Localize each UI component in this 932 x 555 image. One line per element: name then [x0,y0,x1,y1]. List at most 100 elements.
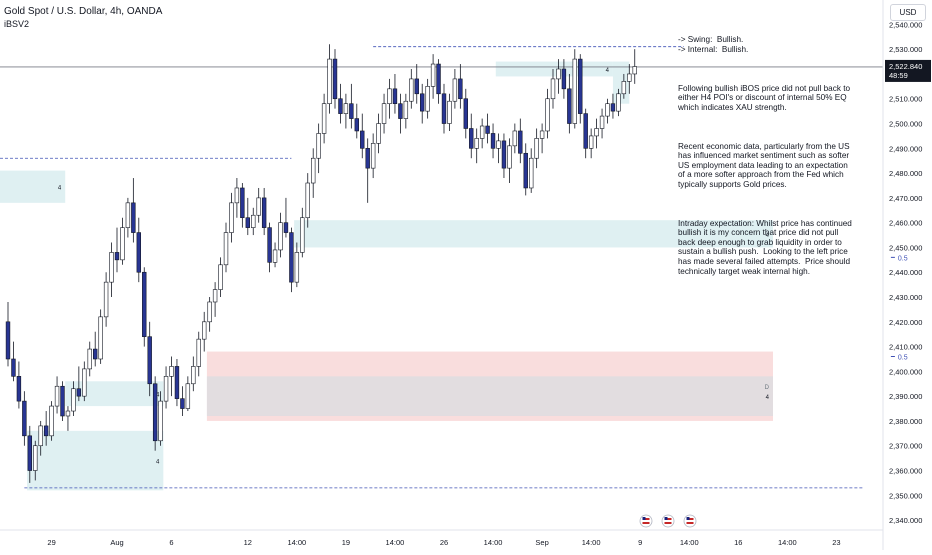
indicator-label[interactable]: iBSV2 [4,19,30,29]
fib-level-label: 0.5 [898,255,908,262]
candle-body [240,187,245,219]
y-tick-label: 2,440.000 [889,268,922,277]
note-bias: -> Swing: Bullish. -> Internal: Bullish. [678,35,749,54]
demand-zone [0,170,66,203]
x-tick-label: 19 [342,538,350,547]
flag-stripe-red [664,522,672,524]
flag-canton [686,517,690,520]
economic-event-flag-icon[interactable] [661,514,675,528]
candle-body [251,214,256,228]
candle-body [343,103,349,114]
candle-body [109,252,114,283]
candle-body [539,130,545,139]
x-tick-label: 12 [244,538,252,547]
zone-label: 4 [606,68,610,74]
y-tick-label: 2,390.000 [889,392,922,401]
candle-body [419,93,425,112]
x-tick-label: 9 [638,538,642,547]
zone-label: D [765,385,770,391]
candle-body [136,232,141,273]
candle-body [82,368,87,397]
candle-body [76,388,82,397]
candle-body [120,227,125,261]
candle-body [507,145,512,169]
candle-body [38,425,43,447]
y-tick-label: 2,350.000 [889,491,922,500]
candle-body [22,400,27,437]
flag-canton [664,517,668,520]
candle-body [180,398,185,409]
candle-body [338,98,343,114]
zone-label: 4 [156,393,160,399]
x-tick-label: 14:00 [582,538,601,547]
candle-body [278,222,283,251]
candle-body [234,187,240,204]
candle-body [474,138,479,149]
x-tick-label: 14:00 [778,538,797,547]
candle-body [485,125,490,134]
y-tick-label: 2,430.000 [889,293,922,302]
candle-body [632,66,637,75]
candle-body [174,366,180,399]
candle-body [310,157,316,184]
x-tick-label: 29 [47,538,55,547]
candle-body [169,366,174,377]
x-tick-label: 14:00 [680,538,699,547]
candle-body [207,301,212,323]
candles-layer [5,44,637,483]
flag-stripe-red [664,518,672,520]
y-tick-label: 2,490.000 [889,144,922,153]
note-strength: Following bullish iBOS price did not pul… [678,83,853,112]
candle-body [469,128,474,149]
candle-body [349,103,354,119]
zone-label: 4 [766,233,770,239]
flag-stripe-red [642,518,650,520]
x-tick-label: 16 [734,538,742,547]
y-tick-label: 2,410.000 [889,343,922,352]
x-tick-label: 14:00 [484,538,503,547]
candle-body [54,385,60,407]
candle-body [463,98,468,129]
candle-body [365,148,370,169]
demand-zone [65,381,164,407]
zone-label: 4 [766,395,770,401]
x-tick-label: 23 [832,538,840,547]
candle-body [392,88,398,105]
candle-body [43,425,49,437]
candle-body [229,202,234,233]
demand-zone [495,61,613,77]
zone-label: 4 [58,186,62,192]
candle-body [501,140,507,169]
chart-title: Gold Spot / U.S. Dollar, 4h, OANDA [4,6,163,17]
y-tick-label: 2,360.000 [889,467,922,476]
candle-body [125,202,131,228]
candle-body [11,358,16,377]
candle-body [305,182,310,219]
candle-body [294,252,300,283]
economic-event-flag-icon[interactable] [683,514,697,528]
candle-body [452,78,458,102]
note-fundamentals: Recent economic data, particularly from … [678,141,852,189]
economic-event-flag-icon[interactable] [639,514,653,528]
candle-body [142,271,147,337]
currency-button[interactable]: USD [890,4,926,21]
candle-body [528,157,534,189]
candle-body [534,138,539,159]
candle-body [556,68,561,80]
flag-circle [661,514,675,528]
zone-label: 4 [156,460,160,466]
candle-body [627,73,632,82]
candle-body [191,366,196,385]
candle-body [496,140,501,149]
supply-zone [206,351,774,421]
x-tick-label: Aug [110,538,123,547]
candle-body [545,98,550,132]
candle-body [131,202,136,233]
neutral-zone [206,376,774,416]
candle-body [387,88,392,105]
candle-body [283,222,289,233]
candle-body [185,383,191,409]
candle-body [441,93,447,124]
